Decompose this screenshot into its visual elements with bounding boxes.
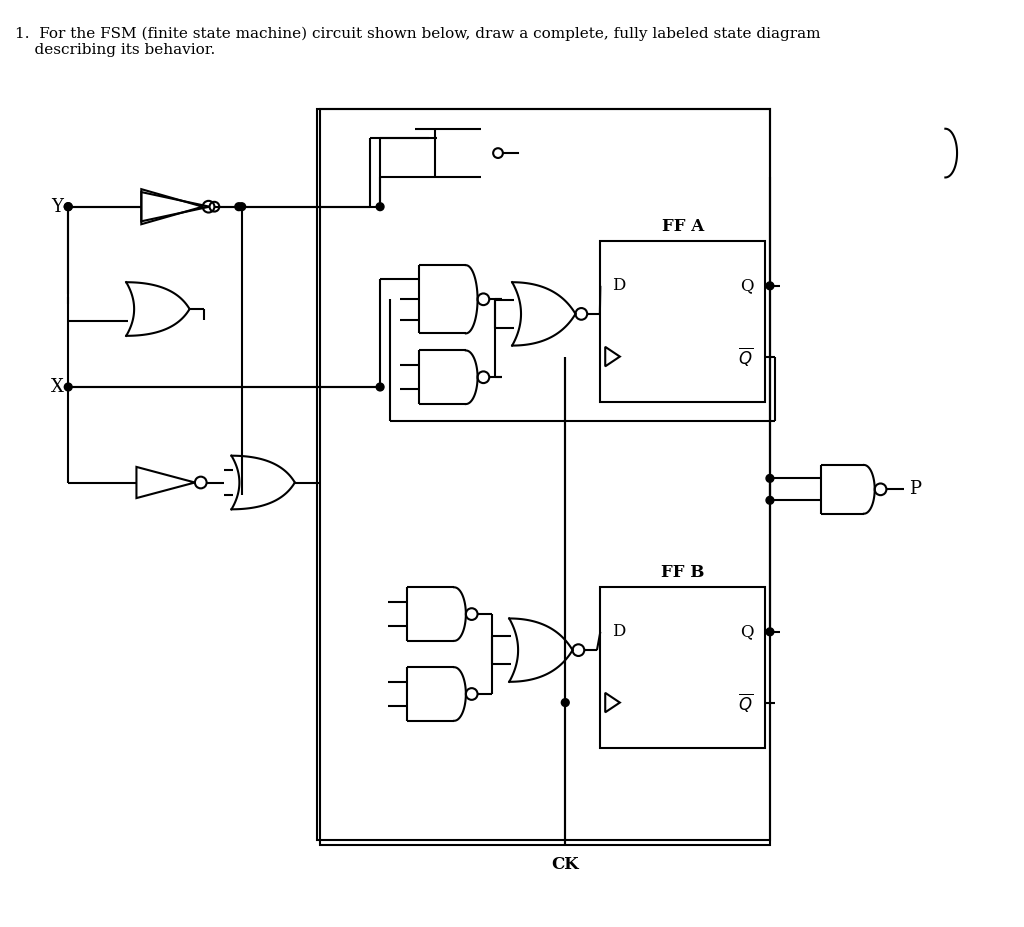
Circle shape (238, 203, 246, 210)
Circle shape (376, 383, 384, 391)
Bar (600, 241, 765, 401)
Text: $\overline{Q}$: $\overline{Q}$ (738, 692, 754, 714)
Circle shape (65, 203, 72, 210)
Text: Y: Y (51, 197, 63, 216)
Bar (316, 109, 770, 840)
Circle shape (561, 699, 569, 706)
Text: Q: Q (740, 277, 754, 295)
Circle shape (234, 203, 243, 210)
Bar (600, 587, 765, 747)
Circle shape (65, 203, 72, 210)
Circle shape (766, 496, 774, 504)
Text: D: D (612, 277, 626, 295)
Text: $\overline{Q}$: $\overline{Q}$ (738, 345, 754, 368)
Text: FF A: FF A (662, 218, 703, 235)
Circle shape (766, 475, 774, 482)
Text: FF B: FF B (662, 564, 705, 580)
Text: X: X (50, 378, 63, 396)
Circle shape (376, 203, 384, 210)
Text: Q: Q (740, 623, 754, 641)
Circle shape (766, 282, 774, 290)
Text: P: P (909, 480, 921, 499)
Circle shape (766, 628, 774, 636)
Circle shape (65, 383, 72, 391)
Text: 1.  For the FSM (finite state machine) circuit shown below, draw a complete, ful: 1. For the FSM (finite state machine) ci… (14, 26, 820, 57)
Bar (319, 109, 770, 845)
Text: D: D (612, 623, 626, 641)
Text: CK: CK (552, 856, 580, 873)
